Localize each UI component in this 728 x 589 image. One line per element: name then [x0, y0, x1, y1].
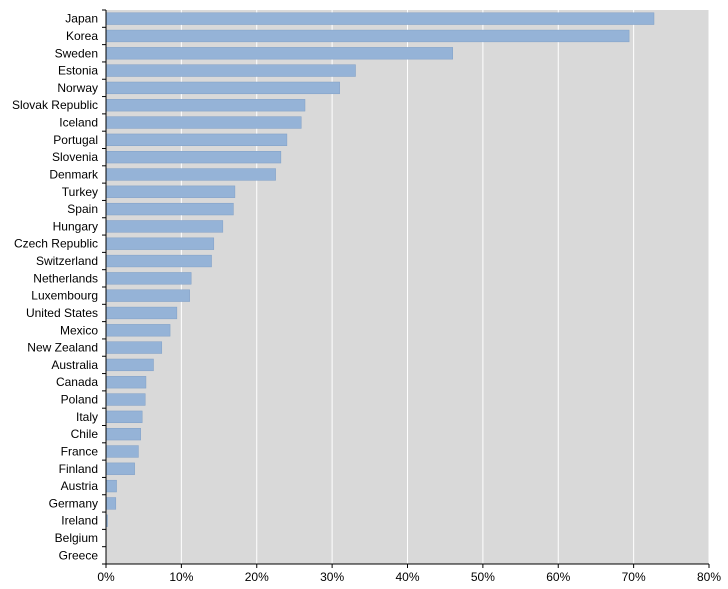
bar	[105, 497, 117, 510]
bar	[105, 116, 302, 129]
category-label: Canada	[56, 375, 98, 389]
category-label: Denmark	[49, 167, 99, 181]
category-label: Greece	[59, 548, 99, 562]
category-labels: Japan Korea Sweden Estonia Norway Slovak Repu…	[12, 12, 99, 563]
bar	[105, 99, 306, 112]
bar	[105, 29, 630, 43]
category-label: New Zealand	[27, 341, 98, 355]
bar	[105, 324, 171, 337]
category-label: Spain	[67, 202, 98, 216]
category-label: United States	[26, 306, 98, 320]
category-label: Switzerland	[36, 254, 98, 268]
category-label: Italy	[76, 410, 98, 424]
category-label: Portugal	[53, 133, 98, 147]
bar	[105, 237, 215, 250]
bar	[105, 185, 236, 198]
x-tick-label: 0%	[97, 570, 115, 584]
category-label: Czech Republic	[14, 237, 98, 251]
bars	[105, 12, 655, 527]
bar	[105, 81, 340, 95]
category-label: Netherlands	[33, 271, 98, 285]
bar	[105, 376, 147, 389]
bar	[105, 220, 224, 233]
x-tick-label: 30%	[320, 570, 344, 584]
bar	[105, 462, 135, 475]
category-label: Ireland	[61, 514, 98, 528]
bar	[105, 47, 453, 60]
bar	[105, 428, 141, 441]
bar	[105, 272, 192, 285]
bar	[105, 410, 143, 423]
category-label: Australia	[51, 358, 98, 372]
bar	[105, 445, 139, 458]
category-label: Norway	[57, 81, 98, 95]
bar	[105, 64, 356, 77]
x-tick-label: 10%	[169, 570, 193, 584]
bar	[105, 358, 154, 372]
category-label: Japan	[65, 12, 98, 26]
axes	[102, 9, 710, 568]
bar	[105, 133, 288, 146]
x-tick-label: 60%	[546, 570, 570, 584]
category-label: Germany	[49, 496, 98, 510]
category-label: Austria	[61, 479, 99, 493]
x-tick-label: 50%	[471, 570, 495, 584]
bar	[105, 151, 282, 164]
bar	[105, 254, 212, 268]
bar	[105, 202, 234, 216]
x-tick-label: 80%	[697, 570, 721, 584]
x-tick-label: 20%	[245, 570, 269, 584]
category-label: Hungary	[53, 219, 98, 233]
bar	[105, 479, 117, 493]
category-label: France	[61, 444, 99, 458]
category-label: Belgium	[55, 531, 98, 545]
category-label: Slovak Republic	[12, 98, 98, 112]
category-label: Iceland	[59, 116, 98, 130]
bar	[105, 12, 655, 25]
category-label: Finland	[59, 462, 98, 476]
category-label: Sweden	[55, 46, 98, 60]
x-tick-label: 70%	[622, 570, 646, 584]
category-label: Poland	[61, 393, 98, 407]
x-tick-label: 40%	[395, 570, 419, 584]
bar	[105, 393, 146, 406]
category-label: Slovenia	[52, 150, 98, 164]
bar	[105, 306, 178, 320]
category-label: Chile	[71, 427, 99, 441]
category-label: Luxembourg	[31, 289, 98, 303]
category-label: Turkey	[62, 185, 98, 199]
bar	[105, 168, 276, 181]
x-tick-labels: 0% 10% 20% 30% 40% 50% 60% 70% 80%	[97, 570, 721, 584]
bar	[105, 341, 163, 354]
category-label: Estonia	[58, 64, 98, 78]
bar	[105, 289, 190, 302]
category-label: Mexico	[60, 323, 98, 337]
category-label: Korea	[66, 29, 98, 43]
